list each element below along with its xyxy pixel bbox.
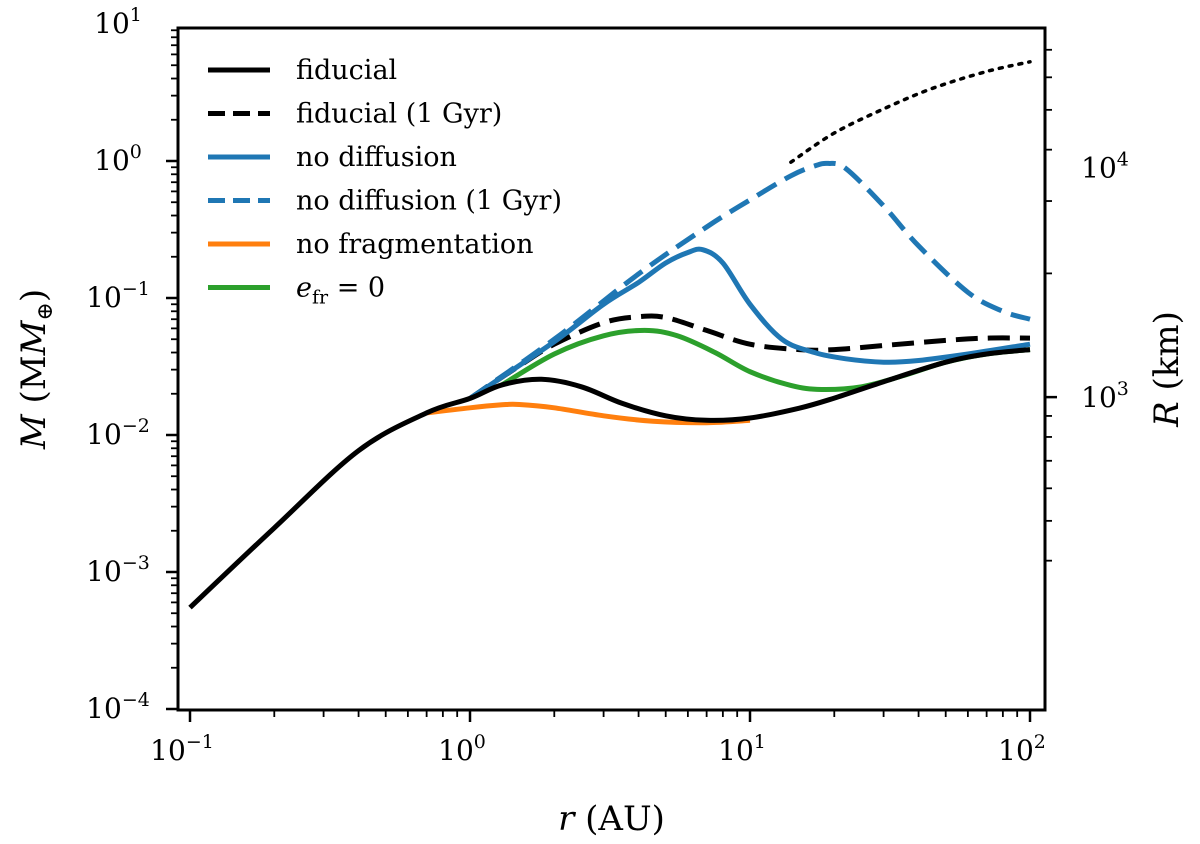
y-axis-unit-open: (M [14, 355, 54, 414]
y-tick-label: 10−3 [86, 552, 150, 588]
y-tick-label: 10−1 [86, 278, 150, 314]
series-line-no-diffusion [468, 246, 1031, 401]
y-tick-label: 10−4 [86, 689, 150, 725]
x-tick-base: 10 [718, 734, 754, 767]
x-axis-unit: (AU) [574, 799, 665, 839]
y-axis-unit-var: M [14, 319, 54, 356]
y2-tick-base: 10 [1081, 151, 1117, 184]
x-tick-label: 102 [998, 731, 1046, 767]
x-tick-exp: −1 [186, 731, 214, 753]
axes-layer: 10−1 100 101 10210−410−310−210−110010110310… [14, 4, 1187, 839]
y-tick-base: 10 [86, 555, 122, 588]
y-tick-base: 10 [86, 281, 122, 314]
y-axis-label: M (MM⊕) [14, 289, 58, 450]
y-tick-exp: −4 [122, 689, 150, 711]
legend-label: no diffusion (1 Gyr) [296, 186, 562, 217]
y2-tick-exp: 3 [1117, 378, 1129, 400]
y2-axis-label: R (km) [1147, 311, 1187, 428]
y-axis-unit-close: ) [14, 289, 54, 302]
series-line-extrapolation [789, 60, 1032, 164]
legend-label: no fragmentation [296, 229, 534, 260]
y-tick-label: 10−2 [86, 415, 150, 451]
series-layer [188, 60, 1032, 610]
y-axis-var: M [14, 413, 54, 450]
y-tick-base: 10 [86, 418, 122, 451]
x-tick-base: 10 [438, 734, 474, 767]
y-tick-base: 10 [86, 692, 122, 725]
x-tick-exp: 2 [1034, 731, 1046, 753]
series-line-no-fragmentation [426, 401, 751, 426]
y-tick-exp: −2 [122, 415, 150, 437]
legend-label: no diffusion [296, 142, 457, 173]
legend: fiducial fiducial (1 Gyr) no diffusion no d… [208, 55, 562, 309]
y-tick-base: 10 [94, 7, 130, 40]
series-line-no-diffusion-1-gyr [468, 160, 1031, 401]
legend-label: efr = 0 [296, 273, 385, 309]
series-line-fiducial [188, 347, 1031, 610]
y-tick-exp: 1 [130, 4, 142, 26]
y2-axis-unit: (km) [1147, 311, 1187, 401]
x-tick-base: 10 [150, 734, 186, 767]
x-tick-exp: 1 [754, 731, 766, 753]
x-axis-label: r (AU) [558, 799, 665, 839]
legend-label-main: e [296, 273, 312, 304]
y-tick-label: 100 [94, 141, 142, 177]
y2-axis-var: R [1147, 401, 1187, 428]
legend-label-sub: fr [312, 287, 329, 309]
x-tick-label: 101 [718, 731, 766, 767]
y-tick-exp: 0 [130, 141, 142, 163]
legend-label: fiducial (1 Gyr) [296, 99, 502, 130]
y-tick-exp: −3 [122, 552, 150, 574]
x-tick-label: 10−1 [150, 731, 214, 767]
legend-label: fiducial [296, 55, 397, 86]
legend-label-rest: = 0 [328, 273, 385, 304]
y2-tick-label: 103 [1081, 378, 1129, 414]
series-line-fiducial-1-gyr [468, 313, 1031, 401]
y2-tick-base: 10 [1081, 381, 1117, 414]
y-tick-exp: −1 [122, 278, 150, 300]
x-tick-exp: 0 [474, 731, 486, 753]
y-tick-base: 10 [94, 144, 130, 177]
x-tick-base: 10 [998, 734, 1034, 767]
y2-tick-exp: 4 [1117, 148, 1129, 170]
x-tick-label: 100 [438, 731, 486, 767]
y-axis-unit-sub: ⊕ [33, 302, 58, 320]
y-tick-label: 101 [94, 4, 142, 40]
y2-tick-label: 104 [1081, 148, 1129, 184]
x-axis-var: r [558, 799, 576, 839]
